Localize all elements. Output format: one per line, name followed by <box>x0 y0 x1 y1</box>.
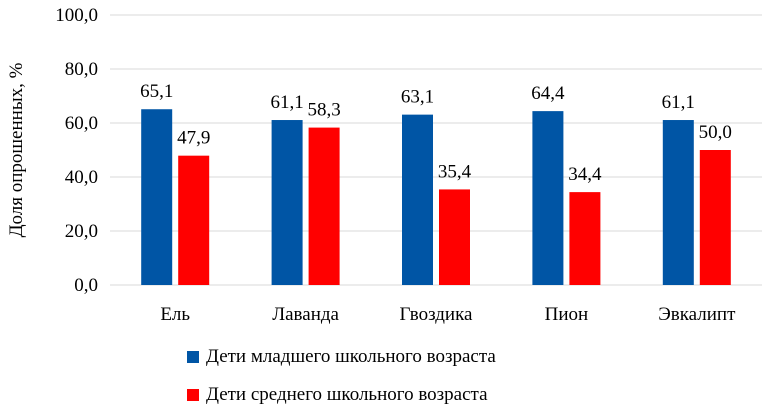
data-labels: 65,147,961,1 58,363,135,464,434,461,150,0 <box>140 81 732 185</box>
category-label: Лаванда <box>272 304 339 325</box>
y-tick-label: 0,0 <box>74 275 98 296</box>
y-tick-label: 80,0 <box>65 59 98 80</box>
y-tick-label: 40,0 <box>65 167 98 188</box>
category-label: Ель <box>160 304 190 325</box>
data-label: 47,9 <box>177 128 210 149</box>
bar <box>439 189 470 285</box>
gridlines <box>110 14 762 286</box>
y-tick-label: 20,0 <box>65 221 98 242</box>
bar <box>402 114 433 285</box>
category-label: Пион <box>545 304 589 325</box>
data-label: 65,1 <box>140 81 173 102</box>
bar <box>662 120 694 285</box>
data-label: 61,1 <box>662 92 695 113</box>
bar <box>141 109 173 285</box>
data-label: 63,1 <box>401 87 434 108</box>
data-label: 35,4 <box>438 161 472 182</box>
legend-swatch <box>187 351 199 363</box>
bar <box>308 127 340 285</box>
legend-entry: Дети среднего школьного возраста <box>206 384 488 405</box>
bars <box>141 109 731 286</box>
category-labels: Ель Лаванда Гвоздика Пион Эвкалипт <box>160 304 736 325</box>
category-label: Гвоздика <box>400 304 474 325</box>
data-label: 61,1 <box>270 92 303 113</box>
bar <box>569 192 601 285</box>
data-label: 34,4 <box>568 164 602 185</box>
bar <box>532 111 564 286</box>
data-label: 64,4 <box>531 83 565 104</box>
data-label: 58,3 <box>307 100 340 121</box>
legend-swatch <box>187 389 199 401</box>
bar <box>699 150 731 285</box>
legend-entry: Дети младшего школьного возраста <box>206 346 496 367</box>
category-label: Эвкалипт <box>658 304 736 325</box>
y-axis-title: Доля опрошенных, % <box>6 62 27 237</box>
y-tick-label: 60,0 <box>65 113 98 134</box>
y-axis-tick-labels: 0,0 20,0 40,0 60,0 80,0 100,0 <box>55 5 98 296</box>
legend: Дети младшего школьного возраста Дети сре… <box>187 346 496 405</box>
data-label: 50,0 <box>699 122 732 143</box>
bar <box>178 155 210 285</box>
bar <box>271 120 303 285</box>
y-tick-label: 100,0 <box>55 5 98 26</box>
